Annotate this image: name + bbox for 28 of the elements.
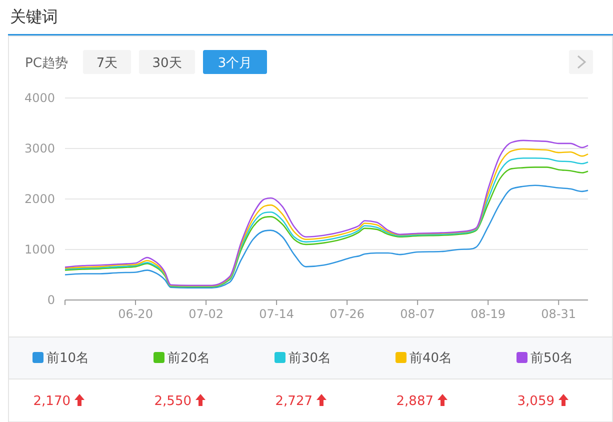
chart-title: 关键词 xyxy=(10,7,58,26)
x-tick-label: 07-26 xyxy=(330,307,365,321)
text: 3,059 xyxy=(517,394,554,409)
x-tick-label: 06-20 xyxy=(118,307,153,321)
y-tick-label: 4000 xyxy=(24,91,55,105)
text: 2,727 xyxy=(275,394,312,409)
text: 7天 xyxy=(96,56,118,71)
legend-label: 前10名 xyxy=(46,351,90,366)
y-tick-label: 3000 xyxy=(24,142,55,156)
legend-label: 前50名 xyxy=(530,351,574,366)
text: PC趋势 xyxy=(25,56,68,71)
text: 3个月 xyxy=(218,56,252,71)
text: 2,887 xyxy=(396,394,434,409)
x-tick-label: 08-19 xyxy=(470,307,506,321)
text: 2,170 xyxy=(33,394,70,409)
legend-label: 前20名 xyxy=(168,351,210,366)
legend-label: 前40名 xyxy=(410,351,452,366)
text: 2,550 xyxy=(154,394,192,409)
text: 30天 xyxy=(152,56,182,71)
line-series xyxy=(64,184,589,289)
x-tick-label: 07-14 xyxy=(259,307,294,321)
legend-label: 前30名 xyxy=(288,351,332,366)
y-tick-label: 2000 xyxy=(24,192,55,206)
x-tick-label: 08-07 xyxy=(400,307,436,321)
x-tick-label: 08-31 xyxy=(541,307,576,321)
y-tick-label: 0 xyxy=(47,293,55,307)
y-tick-label: 1000 xyxy=(24,242,55,256)
x-tick-label: 07-02 xyxy=(188,307,224,321)
